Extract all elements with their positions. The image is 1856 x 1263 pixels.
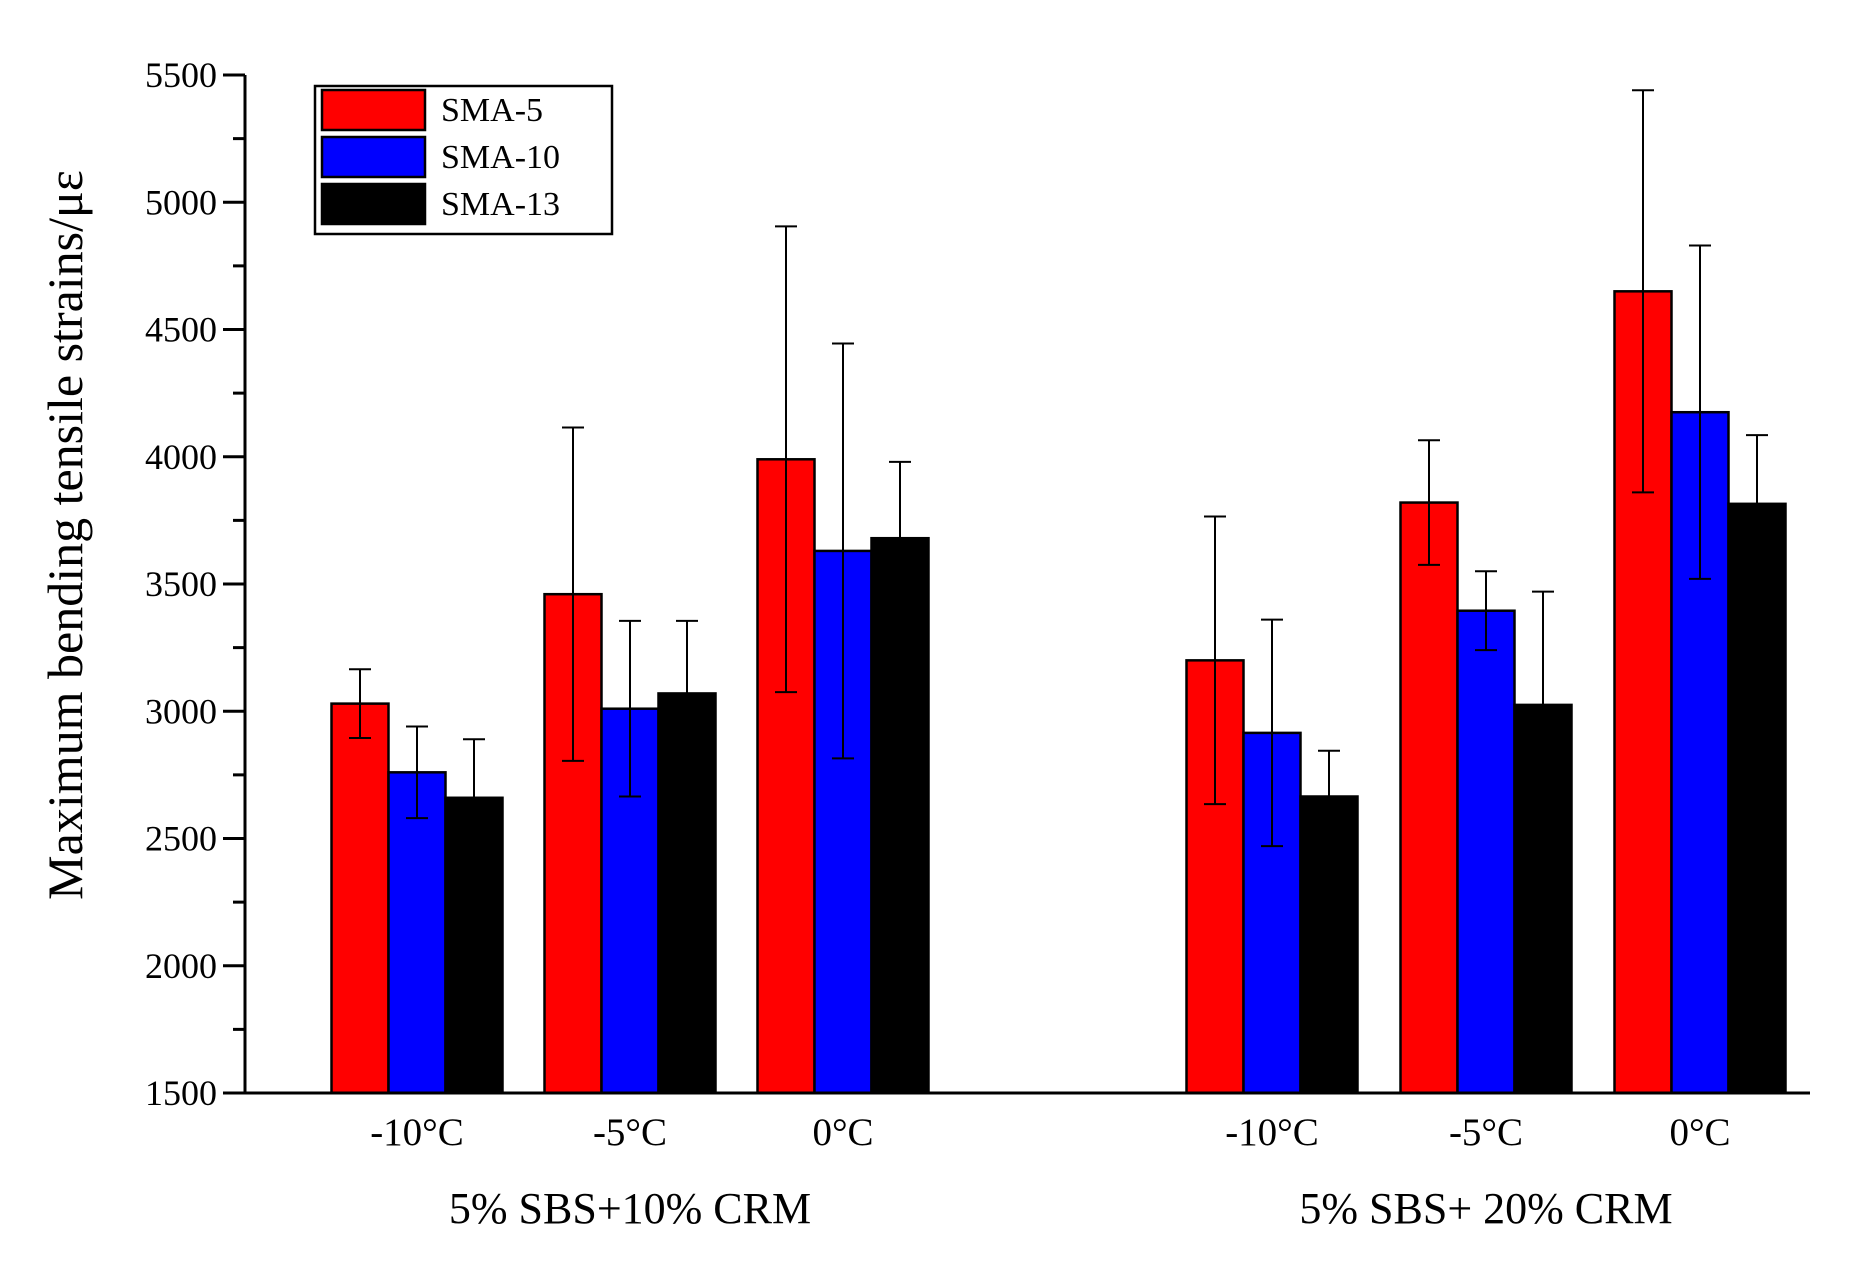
x-tick-label-4: -5°C [1449, 1111, 1523, 1154]
error-bar-sma-13-5 [1746, 434, 1768, 574]
error-bars-layer [349, 89, 1768, 858]
x-tick-label-1: -5°C [593, 1111, 667, 1154]
bar-sma-13-2 [870, 536, 930, 1095]
legend-swatch-sma-5 [320, 88, 427, 132]
legend: SMA-5 SMA-10 SMA-13 [313, 84, 614, 236]
bar-sma-13-5 [1727, 502, 1787, 1095]
error-bar-sma-10-4 [1475, 570, 1497, 652]
legend-swatch-sma-10 [320, 135, 427, 179]
error-bar-sma-13-1 [676, 619, 698, 767]
bar-sma-10-4 [1456, 609, 1516, 1095]
error-bar-sma-5-3 [1204, 515, 1226, 806]
error-bar-sma-10-0 [406, 725, 428, 820]
bars-layer [330, 290, 1787, 1095]
y-tick-label-5000: 5000 [145, 182, 217, 222]
legend-label-sma-5: SMA-5 [441, 92, 543, 129]
y-tick-label-3000: 3000 [145, 691, 217, 731]
y-tick-label-5500: 5500 [145, 55, 217, 95]
legend-label-sma-13: SMA-13 [441, 186, 560, 223]
y-tick-label-4500: 4500 [145, 310, 217, 350]
x-tick-label-5: 0°C [1669, 1111, 1730, 1154]
legend-label-sma-10: SMA-10 [441, 139, 560, 176]
error-bar-sma-13-2 [889, 460, 911, 616]
y-tick-label-3500: 3500 [145, 564, 217, 604]
legend-swatch-sma-13 [320, 182, 427, 226]
error-bar-sma-10-1 [619, 619, 641, 798]
axes-layer [223, 73, 1810, 1095]
error-bar-sma-13-0 [463, 738, 485, 858]
group-label-1: 5% SBS+ 20% CRM [1299, 1184, 1672, 1233]
error-bar-sma-10-5 [1689, 244, 1711, 580]
y-tick-label-4000: 4000 [145, 437, 217, 477]
bar-sma-13-3 [1299, 795, 1359, 1095]
y-tick-label-2500: 2500 [145, 819, 217, 859]
group-label-0: 5% SBS+10% CRM [449, 1184, 811, 1233]
y-tick-label-2000: 2000 [145, 946, 217, 986]
y-tick-label-1500: 1500 [145, 1073, 217, 1113]
error-bar-sma-5-0 [349, 668, 371, 739]
x-tick-label-0: -10°C [370, 1111, 464, 1154]
bar-sma-10-0 [387, 771, 447, 1095]
error-bar-sma-5-2 [775, 225, 797, 694]
error-bar-sma-13-4 [1532, 590, 1554, 820]
error-bar-sma-10-2 [832, 342, 854, 760]
error-bar-sma-5-4 [1418, 439, 1440, 566]
bar-sma-5-4 [1399, 501, 1459, 1095]
error-bar-sma-5-1 [562, 426, 584, 762]
error-bar-sma-10-3 [1261, 618, 1283, 848]
y-axis-title: Maximum bending tensile strains/με [37, 170, 93, 900]
bar-sma-5-0 [330, 702, 390, 1095]
error-bar-sma-13-3 [1318, 749, 1340, 844]
x-tick-label-2: 0°C [812, 1111, 873, 1154]
x-tick-label-3: -10°C [1225, 1111, 1319, 1154]
error-bar-sma-5-5 [1632, 89, 1654, 494]
labels-layer: 1500 2000 2500 3000 3500 4000 4500 5000 5500 -10°… [145, 55, 1731, 1233]
